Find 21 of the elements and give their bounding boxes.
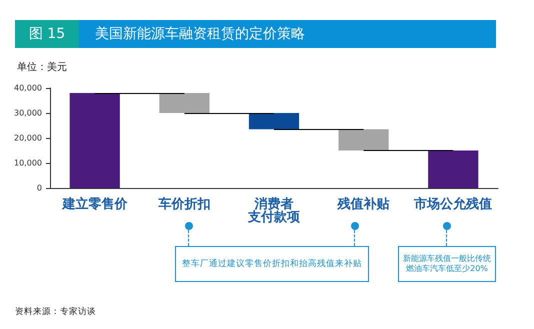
x-tick-label: 市场公允残值 [413,196,492,212]
x-tick-label: 车价折扣 [157,196,210,212]
y-tick-label: 10,000 [14,158,42,168]
chart-title: 美国新能源车融资租赁的定价策略 [79,20,496,48]
text: 资料来源：专家访谈 [15,306,96,318]
y-tick-label: 20,000 [14,134,42,142]
x-tick-label: 消费者支付款项 [247,197,301,225]
text: 新能源车残值一般比传统燃油车汽车低至少20% [398,246,496,282]
x-tick-label: 建立零售价 [61,196,128,212]
bar [70,93,120,188]
bar [159,93,210,113]
chart-subtitle: 图 15 [15,20,79,48]
bar [248,113,300,130]
y-axis-title: 单位：美元 [17,60,67,74]
y-tick-label: 30,000 [14,108,42,118]
y-tick-label: 40,000 [14,84,42,92]
bar [428,150,478,188]
bar [338,129,389,150]
text: 整车厂通过建议零售价折扣和抬高残值来补贴 [175,246,369,282]
y-tick-label: 0 [36,184,42,192]
x-tick-label: 残值补贴 [336,196,390,212]
